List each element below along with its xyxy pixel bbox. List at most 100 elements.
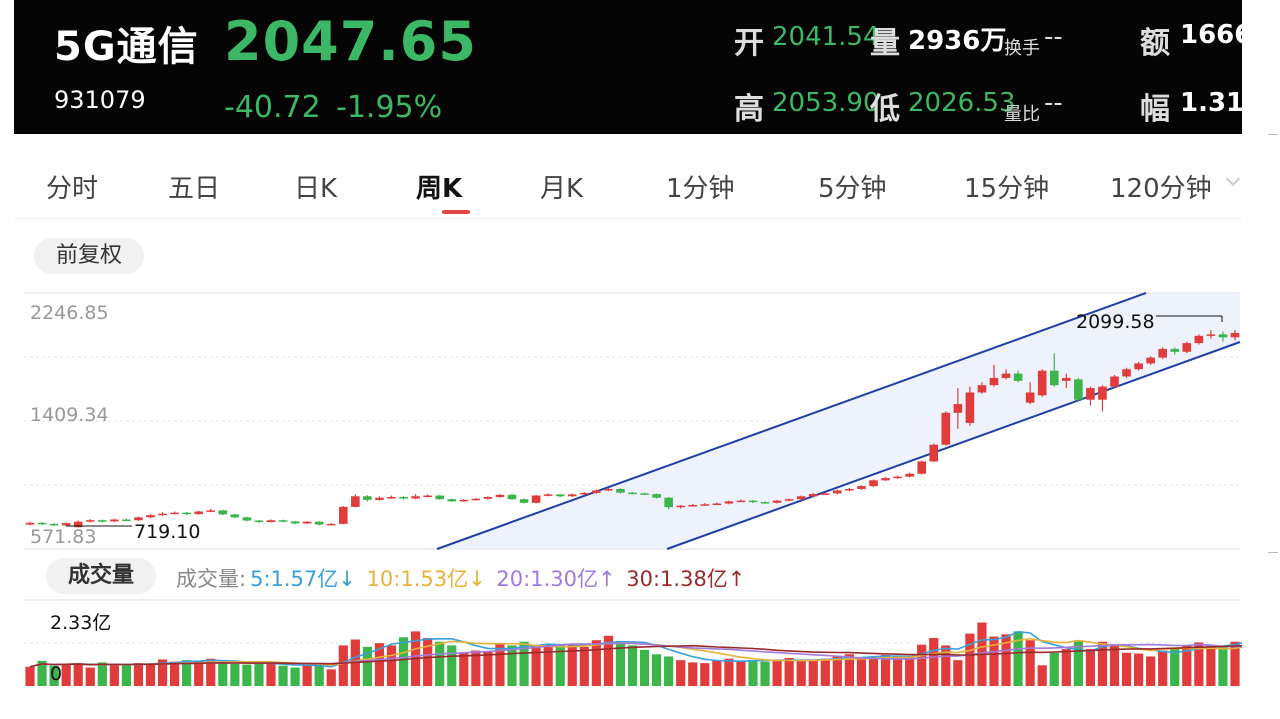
tab-1-minute[interactable]: 1分钟 <box>666 174 735 204</box>
stock-code: 931079 <box>54 86 146 114</box>
volume-bar <box>254 663 264 686</box>
candle-body <box>965 392 975 423</box>
tab-intraday[interactable]: 分时 <box>46 174 99 204</box>
volume-bar <box>423 638 433 686</box>
candle-body <box>519 499 529 503</box>
tab-monthly-k[interactable]: 月K <box>540 174 584 204</box>
volume-bar <box>893 656 903 686</box>
candle-body <box>170 512 179 515</box>
volume-bar <box>1025 640 1035 686</box>
amount-label: 额 <box>1140 26 1170 61</box>
volume-bar <box>796 660 806 686</box>
volume-bar <box>627 645 638 686</box>
candle-body <box>254 520 264 523</box>
candle-body <box>387 496 396 499</box>
volume-bar <box>917 644 927 686</box>
volume-bar <box>49 665 59 686</box>
channel-fill <box>437 293 1240 549</box>
candle-body <box>375 497 384 500</box>
candle-body <box>73 521 83 528</box>
candle-body <box>953 404 963 413</box>
candle-body <box>543 494 553 496</box>
tab-5-minute[interactable]: 5分钟 <box>818 174 887 204</box>
volume-bar <box>941 645 951 686</box>
volume-bar <box>242 664 252 686</box>
volume-bar <box>1194 642 1204 686</box>
volume-bar <box>880 654 891 686</box>
volume-bar <box>676 660 686 686</box>
candle-body <box>555 494 565 497</box>
volume-ma10: 10:1.53亿↓ <box>366 567 486 591</box>
volume-bar <box>567 644 577 686</box>
candle-body <box>1037 370 1047 396</box>
volume-legend-prefix: 成交量: <box>176 567 247 591</box>
volume-bar <box>1097 641 1108 686</box>
volume-bar <box>591 640 601 686</box>
volume-legend: 成交量: 5:1.57亿↓ 10:1.53亿↓ 20:1.30亿↑ 30:1.38… <box>176 563 749 593</box>
volume-bar <box>495 643 505 686</box>
volume-bar <box>290 667 300 686</box>
volume-bar <box>965 633 975 686</box>
volume-bar <box>218 662 228 686</box>
candle-body <box>1001 373 1011 378</box>
amount-value: 1666 <box>1180 20 1242 50</box>
candle-body <box>1098 386 1107 400</box>
candle-body <box>218 510 228 515</box>
last-price: 2047.65 <box>224 10 477 73</box>
volume-bar <box>748 660 758 686</box>
candle-body <box>1146 357 1155 364</box>
candle-body <box>531 495 541 503</box>
tab-five-day[interactable]: 五日 <box>168 174 221 204</box>
y-axis-mid-label: 1409.34 <box>30 404 109 426</box>
volume-bar <box>230 663 240 686</box>
candle-body <box>917 461 926 474</box>
candle-body <box>808 494 818 497</box>
candle-body <box>1194 335 1204 344</box>
volume-bar <box>133 663 144 686</box>
candle-body <box>278 520 288 522</box>
volume-bar <box>398 637 409 686</box>
y-axis-max-label: 2246.85 <box>30 302 109 324</box>
volume-bar <box>1146 656 1156 686</box>
tab-daily-k[interactable]: 日K <box>294 174 338 204</box>
volume-bar <box>1182 645 1192 686</box>
candle-body <box>640 493 649 495</box>
candle-body <box>857 486 866 490</box>
candle-body <box>796 496 806 500</box>
adjust-mode-button[interactable]: 前复权 <box>34 238 145 274</box>
tab-15-minute[interactable]: 15分钟 <box>964 174 1050 204</box>
volume-ma30-line <box>29 644 1242 668</box>
volume-bar <box>447 645 457 686</box>
volume-bar <box>1109 644 1120 686</box>
candle-body <box>495 494 505 497</box>
volume-bar <box>832 656 842 686</box>
volume-bar <box>145 663 156 686</box>
period-tabs: 分时 五日 日K 周K 月K 1分钟 5分钟 15分钟 120分钟 <box>14 146 1242 219</box>
candle-body <box>1134 363 1143 370</box>
candle-body <box>158 513 167 516</box>
kline-chart[interactable] <box>0 0 1242 719</box>
volume-bar <box>109 664 119 686</box>
candle-body <box>206 510 216 512</box>
volume-indicator-button[interactable]: 成交量 <box>46 558 157 594</box>
candle-body <box>941 412 951 445</box>
candle-body <box>363 496 372 500</box>
volume-bar <box>652 654 662 686</box>
volume-ratio-value: -- <box>1044 88 1063 118</box>
volume-bar <box>1134 653 1144 686</box>
candle-body <box>893 476 902 479</box>
tab-weekly-k[interactable]: 周K <box>416 174 463 204</box>
candle-body <box>688 504 698 507</box>
volume-ratio-label: 量比 <box>1004 104 1040 125</box>
side-strip <box>1242 0 1280 719</box>
candle-body <box>700 504 710 506</box>
volume-bar <box>1158 650 1168 686</box>
volume-bar <box>157 659 168 686</box>
candle-body <box>1013 373 1023 381</box>
volume-bar <box>1218 647 1228 686</box>
volume-ma10-line <box>29 637 1242 668</box>
candle-body <box>712 503 722 506</box>
volume-bar <box>579 646 589 686</box>
tab-120-minute[interactable]: 120分钟 <box>1110 174 1212 204</box>
price-annotations <box>66 315 1223 527</box>
